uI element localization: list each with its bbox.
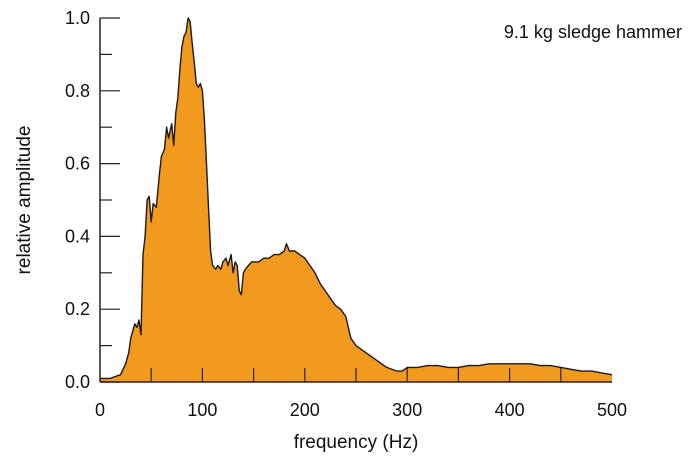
- x-tick-label: 200: [290, 400, 320, 420]
- x-tick-label: 0: [95, 400, 105, 420]
- y-tick-label: 0.6: [65, 154, 90, 174]
- x-tick-label: 300: [392, 400, 422, 420]
- chart-annotation: 9.1 kg sledge hammer: [504, 22, 682, 42]
- x-tick-label: 400: [495, 400, 525, 420]
- inner-tick-marks: [150, 368, 562, 382]
- x-tick-label: 100: [187, 400, 217, 420]
- spectrum-line: [100, 17, 613, 380]
- spectrum-area: [100, 18, 612, 382]
- axes: [99, 17, 612, 383]
- y-tick-label: 0.8: [65, 81, 90, 101]
- y-tick-label: 0.0: [65, 372, 90, 392]
- tick-labels: 0.0 0.2 0.4 0.6 0.8 1.0 0 100 200 300 400 500: [65, 8, 627, 420]
- x-axis-title: frequency (Hz): [294, 432, 419, 453]
- x-tick-label: 500: [597, 400, 627, 420]
- y-tick-label: 1.0: [65, 8, 90, 28]
- y-axis-title: relative amplitude: [14, 126, 35, 275]
- y-tick-label: 0.4: [65, 226, 90, 246]
- y-tick-label: 0.2: [65, 299, 90, 319]
- area-layer: [100, 17, 613, 382]
